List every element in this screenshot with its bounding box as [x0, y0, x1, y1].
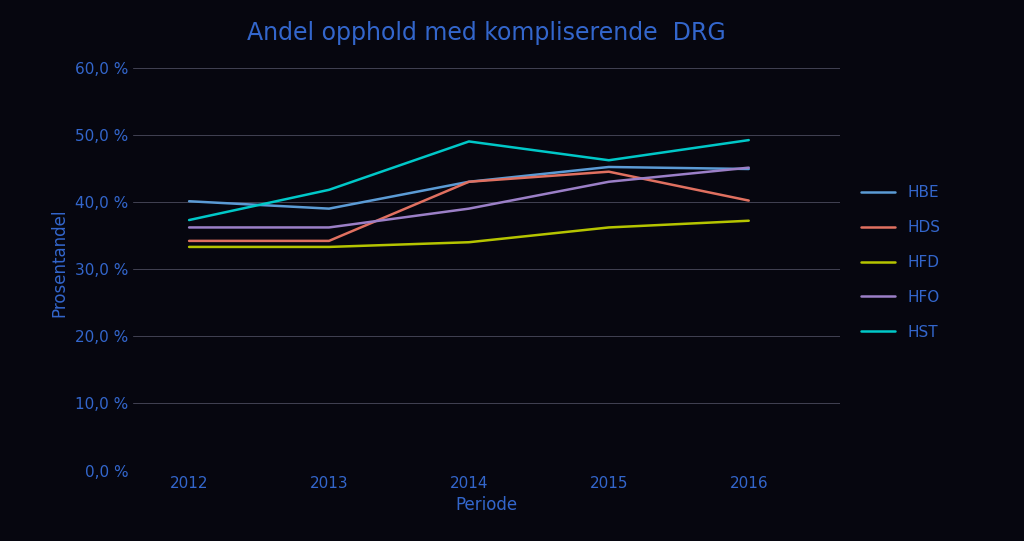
HFO [603, 179, 615, 185]
HFO [463, 206, 475, 212]
HFD [463, 239, 475, 246]
HBE [463, 179, 475, 185]
HST [603, 157, 615, 163]
Title: Andel opphold med kompliserende  DRG: Andel opphold med kompliserende DRG [247, 21, 726, 45]
HBE [742, 166, 755, 172]
HDS [323, 237, 335, 244]
HFD [603, 224, 615, 230]
HBE [323, 206, 335, 212]
Line: HST: HST [189, 140, 749, 220]
HFO [323, 224, 335, 230]
Line: HDS: HDS [189, 171, 749, 241]
HST [183, 217, 196, 223]
Line: HBE: HBE [189, 167, 749, 209]
HFO [742, 164, 755, 171]
Line: HFD: HFD [189, 221, 749, 247]
Line: HFO: HFO [189, 168, 749, 227]
HFD [742, 217, 755, 224]
X-axis label: Periode: Periode [456, 496, 517, 514]
HFO [183, 224, 196, 230]
Legend: HBE, HDS, HFD, HFO, HST: HBE, HDS, HFD, HFO, HST [861, 185, 940, 340]
HBE [603, 164, 615, 170]
HDS [603, 168, 615, 175]
HFD [183, 243, 196, 250]
Y-axis label: Prosentandel: Prosentandel [50, 208, 68, 316]
HST [323, 187, 335, 193]
HDS [183, 237, 196, 244]
HST [463, 138, 475, 144]
HFD [323, 243, 335, 250]
HBE [183, 198, 196, 204]
HST [742, 137, 755, 143]
HDS [742, 197, 755, 204]
HDS [463, 179, 475, 185]
